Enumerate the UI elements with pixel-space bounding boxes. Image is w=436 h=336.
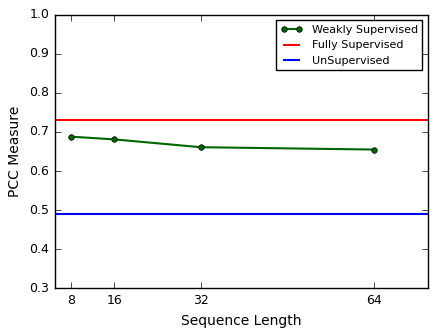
- Weakly Supervised: [371, 148, 376, 152]
- Fully Supervised: [31, 118, 36, 122]
- Line: Weakly Supervised: Weakly Supervised: [68, 134, 376, 152]
- Y-axis label: PCC Measure: PCC Measure: [8, 106, 22, 197]
- Weakly Supervised: [198, 145, 203, 149]
- UnSupervised: [25, 212, 31, 216]
- UnSupervised: [31, 212, 36, 216]
- X-axis label: Sequence Length: Sequence Length: [181, 314, 302, 328]
- Fully Supervised: [25, 118, 31, 122]
- Weakly Supervised: [68, 135, 74, 139]
- Legend: Weakly Supervised, Fully Supervised, UnSupervised: Weakly Supervised, Fully Supervised, UnS…: [276, 20, 422, 70]
- Weakly Supervised: [112, 137, 117, 141]
